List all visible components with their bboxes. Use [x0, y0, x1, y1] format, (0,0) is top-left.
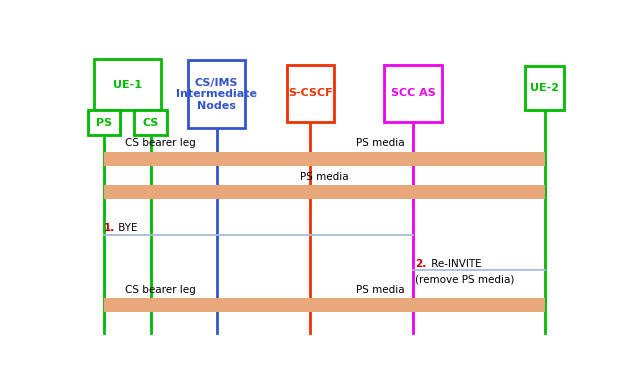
- FancyBboxPatch shape: [385, 65, 442, 122]
- FancyBboxPatch shape: [188, 61, 246, 128]
- FancyBboxPatch shape: [104, 186, 545, 199]
- FancyBboxPatch shape: [104, 298, 217, 312]
- Text: CS/IMS
Intermediate
Nodes: CS/IMS Intermediate Nodes: [176, 77, 257, 111]
- Text: Re-INVITE: Re-INVITE: [428, 259, 481, 269]
- Text: (remove PS media): (remove PS media): [415, 274, 515, 284]
- FancyBboxPatch shape: [135, 110, 167, 135]
- Text: PS: PS: [96, 118, 112, 128]
- Text: PS media: PS media: [356, 285, 405, 295]
- FancyBboxPatch shape: [525, 66, 565, 110]
- FancyBboxPatch shape: [217, 298, 545, 312]
- Text: CS: CS: [142, 118, 159, 128]
- Text: CS bearer leg: CS bearer leg: [125, 285, 196, 295]
- Text: 1.: 1.: [104, 223, 115, 232]
- Text: UE-1: UE-1: [113, 80, 142, 90]
- Text: PS media: PS media: [300, 172, 349, 182]
- Text: PS media: PS media: [356, 138, 405, 148]
- FancyBboxPatch shape: [88, 110, 121, 135]
- FancyBboxPatch shape: [287, 65, 334, 122]
- FancyBboxPatch shape: [104, 152, 217, 166]
- Text: BYE: BYE: [115, 223, 137, 232]
- Text: SCC AS: SCC AS: [390, 88, 435, 98]
- Text: CS bearer leg: CS bearer leg: [125, 138, 196, 148]
- FancyBboxPatch shape: [94, 59, 161, 110]
- Text: 2.: 2.: [415, 259, 427, 269]
- FancyBboxPatch shape: [217, 152, 545, 166]
- Text: UE-2: UE-2: [530, 83, 559, 93]
- Text: S-CSCF: S-CSCF: [288, 88, 333, 98]
